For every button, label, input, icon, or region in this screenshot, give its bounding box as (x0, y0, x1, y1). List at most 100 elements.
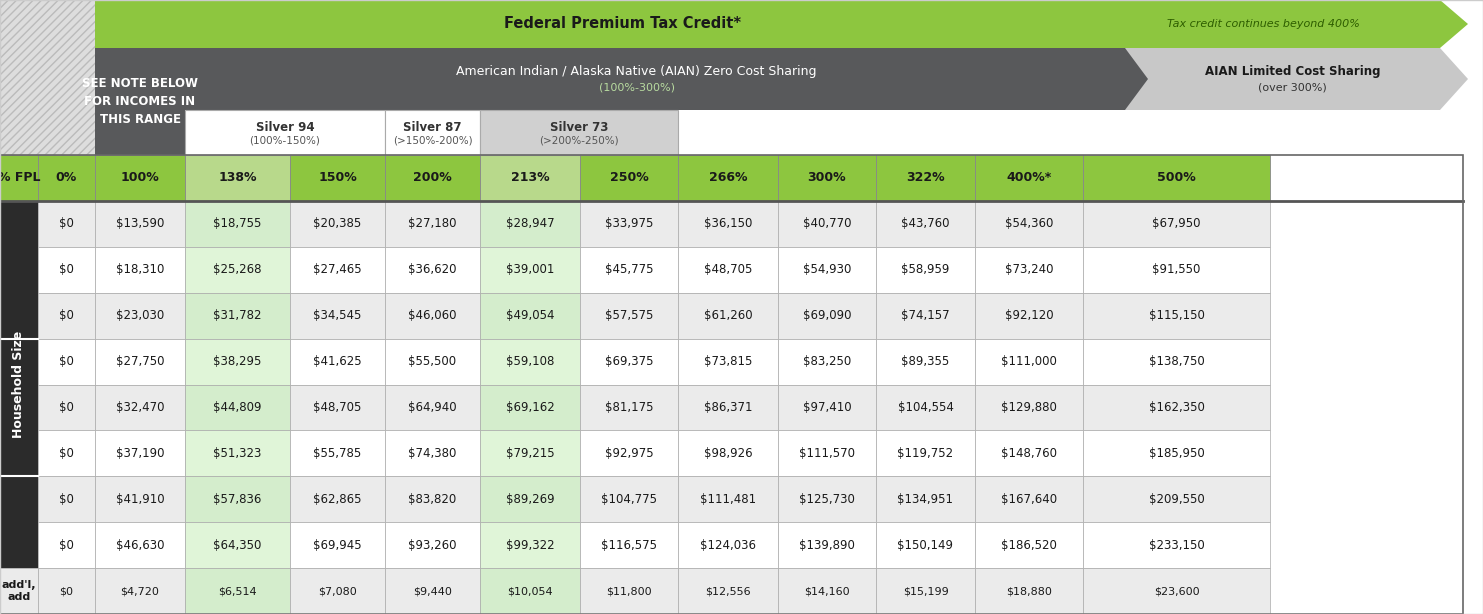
Text: $74,380: $74,380 (408, 447, 457, 460)
Bar (386, 476, 480, 522)
Bar (291, 522, 386, 568)
Text: $55,500: $55,500 (408, 355, 457, 368)
Text: $69,375: $69,375 (605, 355, 653, 368)
Text: % FPL: % FPL (0, 171, 40, 184)
Text: $115,150: $115,150 (1148, 309, 1204, 322)
Text: $125,730: $125,730 (799, 493, 854, 506)
Bar (185, 338, 291, 384)
Text: $46,630: $46,630 (116, 538, 165, 551)
Bar (291, 293, 386, 338)
Bar (386, 522, 480, 568)
Bar (291, 201, 386, 247)
Bar (0, 0, 95, 155)
Bar (876, 568, 974, 614)
Text: $89,269: $89,269 (506, 493, 555, 506)
Text: 322%: 322% (906, 171, 945, 184)
Bar (678, 338, 779, 384)
Bar (95, 48, 185, 155)
Text: $167,640: $167,640 (1001, 493, 1057, 506)
Text: $15,199: $15,199 (903, 586, 948, 596)
Bar (678, 476, 779, 522)
Text: $49,054: $49,054 (506, 309, 555, 322)
Text: $41,910: $41,910 (116, 493, 165, 506)
Text: 213%: 213% (510, 171, 549, 184)
Text: $111,570: $111,570 (799, 447, 856, 460)
Bar (0, 568, 39, 614)
Text: $45,775: $45,775 (605, 263, 653, 276)
Text: $0: $0 (59, 493, 74, 506)
Text: 3: 3 (15, 309, 24, 322)
Bar (185, 522, 291, 568)
Text: $64,940: $64,940 (408, 401, 457, 414)
Text: $162,350: $162,350 (1148, 401, 1204, 414)
Bar (876, 293, 974, 338)
Bar (779, 476, 876, 522)
Bar (185, 476, 291, 522)
Text: $41,625: $41,625 (313, 355, 362, 368)
Text: $58,959: $58,959 (902, 263, 949, 276)
Bar (0, 384, 39, 430)
Text: $91,550: $91,550 (1152, 263, 1201, 276)
Text: $46,060: $46,060 (408, 309, 457, 322)
Bar (185, 155, 291, 201)
Text: $74,157: $74,157 (902, 309, 949, 322)
Text: Silver 94: Silver 94 (255, 121, 314, 134)
Text: $57,575: $57,575 (605, 309, 653, 322)
Text: $48,705: $48,705 (704, 263, 752, 276)
Bar (480, 155, 580, 201)
Text: $150,149: $150,149 (897, 538, 954, 551)
Bar (876, 384, 974, 430)
Text: $27,465: $27,465 (313, 263, 362, 276)
Text: 300%: 300% (808, 171, 847, 184)
Bar (480, 201, 580, 247)
Bar (291, 384, 386, 430)
Text: $186,520: $186,520 (1001, 538, 1057, 551)
Text: $23,600: $23,600 (1154, 586, 1200, 596)
Text: $64,350: $64,350 (214, 538, 261, 551)
Text: $20,385: $20,385 (313, 217, 362, 230)
Text: $44,809: $44,809 (214, 401, 262, 414)
Text: $98,926: $98,926 (704, 447, 752, 460)
Bar (876, 247, 974, 293)
Text: 500%: 500% (1157, 171, 1195, 184)
Bar (1083, 293, 1269, 338)
Text: $7,080: $7,080 (319, 586, 357, 596)
Text: $37,190: $37,190 (116, 447, 165, 460)
Bar (580, 568, 678, 614)
Text: (over 300%): (over 300%) (1258, 83, 1327, 93)
Bar (678, 247, 779, 293)
Text: $57,836: $57,836 (214, 493, 261, 506)
Text: $54,930: $54,930 (802, 263, 851, 276)
Bar (876, 522, 974, 568)
Bar (185, 568, 291, 614)
Bar (386, 247, 480, 293)
Bar (876, 430, 974, 476)
Bar (291, 430, 386, 476)
Bar (0, 201, 39, 568)
Bar (580, 476, 678, 522)
Text: $99,322: $99,322 (506, 538, 555, 551)
Bar (386, 430, 480, 476)
Bar (779, 293, 876, 338)
Text: $18,755: $18,755 (214, 217, 261, 230)
Text: $59,108: $59,108 (506, 355, 555, 368)
Text: $43,760: $43,760 (902, 217, 949, 230)
Bar (1083, 201, 1269, 247)
Bar (0, 476, 39, 522)
Bar (39, 384, 95, 430)
Bar (678, 568, 779, 614)
Text: $81,175: $81,175 (605, 401, 653, 414)
Text: $6,514: $6,514 (218, 586, 257, 596)
Bar (0, 155, 39, 201)
Bar (779, 384, 876, 430)
Bar (678, 155, 779, 201)
Bar (291, 338, 386, 384)
Text: 250%: 250% (610, 171, 648, 184)
Bar (480, 338, 580, 384)
Text: 4: 4 (15, 355, 24, 368)
Bar (480, 430, 580, 476)
Bar (386, 155, 480, 201)
Bar (876, 338, 974, 384)
Text: $79,215: $79,215 (506, 447, 555, 460)
Bar (0, 430, 39, 476)
